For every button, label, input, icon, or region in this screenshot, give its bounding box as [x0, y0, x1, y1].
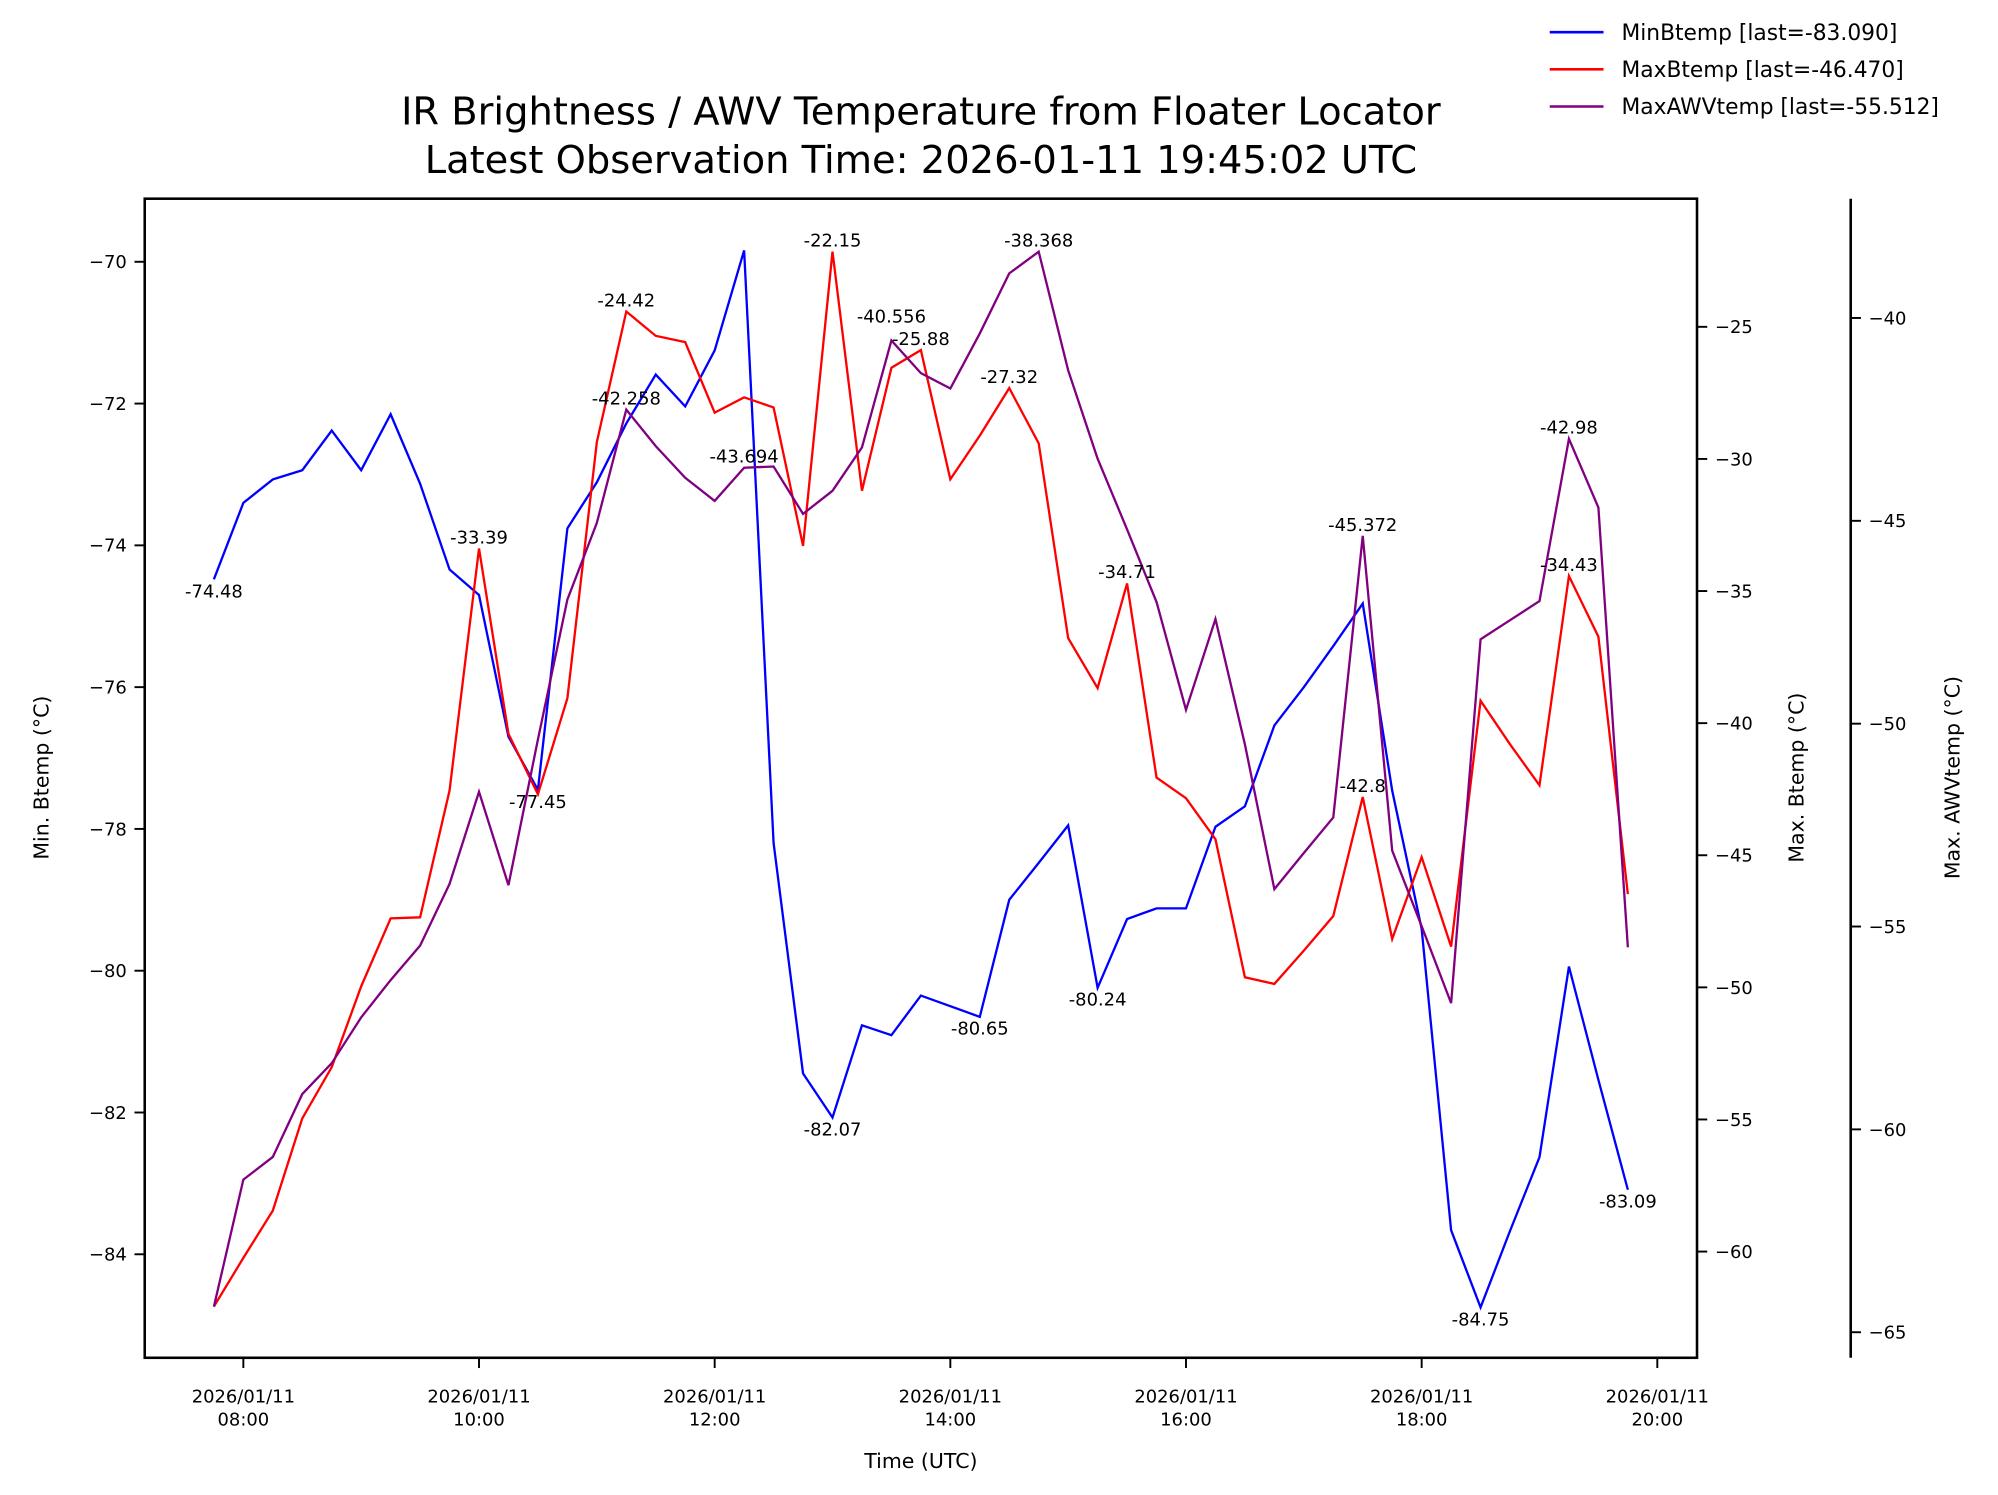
left-y-tick-label: −78	[89, 819, 127, 840]
legend-label-maxbtemp: MaxBtemp [last=-46.470]	[1621, 58, 1903, 83]
left-axis-label: Min. Btemp (°C)	[30, 696, 54, 860]
right-y-tick-label: −25	[1715, 317, 1753, 338]
chart-title: IR Brightness / AWV Temperature from Flo…	[401, 89, 1441, 134]
x-tick-label-time: 16:00	[1160, 1410, 1212, 1431]
x-tick-label-time: 12:00	[689, 1410, 741, 1431]
x-tick-label-date: 2026/01/11	[1606, 1387, 1709, 1408]
x-tick-label-time: 10:00	[453, 1410, 505, 1431]
right2-y-tick-label: −65	[1869, 1323, 1907, 1344]
right2-y-tick-label: −40	[1869, 308, 1907, 329]
left-y-tick-label: −72	[89, 394, 127, 415]
data-label: -45.372	[1328, 515, 1397, 536]
x-tick-label-date: 2026/01/11	[192, 1387, 295, 1408]
legend: MinBtemp [last=-83.090] MaxBtemp [last=-4…	[1549, 21, 1939, 120]
data-label: -42.98	[1540, 418, 1598, 439]
right-y-tick-label: −35	[1715, 581, 1753, 602]
data-label: -33.39	[450, 527, 508, 548]
data-label: -80.24	[1069, 990, 1127, 1011]
x-tick-label-time: 20:00	[1631, 1410, 1683, 1431]
right2-y-tick-label: −50	[1869, 714, 1907, 735]
data-label: -38.368	[1004, 231, 1073, 252]
data-label: -34.71	[1098, 562, 1156, 583]
data-label: -42.258	[592, 388, 661, 409]
x-tick-label-date: 2026/01/11	[427, 1387, 530, 1408]
data-label: -40.556	[857, 307, 926, 328]
series-line-minbtemp	[212, 250, 1629, 1311]
series-line-maxbtemp	[212, 251, 1630, 1308]
data-label: -25.88	[892, 329, 950, 350]
right-y-tick-label: −40	[1715, 714, 1753, 735]
right2-y-tick-label: −60	[1869, 1120, 1907, 1141]
left-y-tick-label: −84	[89, 1245, 127, 1266]
data-label: -84.75	[1452, 1309, 1510, 1330]
plot-frame	[143, 197, 1699, 1360]
x-tick-label-date: 2026/01/11	[1134, 1387, 1237, 1408]
data-label: -43.694	[710, 447, 779, 468]
data-label: -27.32	[980, 367, 1038, 388]
x-tick-label-date: 2026/01/11	[899, 1387, 1002, 1408]
series-line-maxawvtemp	[212, 249, 1630, 1307]
right2-y-tick-label: −45	[1869, 511, 1907, 532]
chart-subtitle: Latest Observation Time: 2026-01-11 19:4…	[425, 138, 1417, 183]
plot-area: -74.48 -77.45 -82.07 -80.65 -80.24 -84.75 -83.…	[185, 230, 1657, 1330]
data-label: -24.42	[597, 290, 655, 311]
x-axis-label: Time (UTC)	[863, 1449, 977, 1473]
legend-label-minbtemp: MinBtemp [last=-83.090]	[1621, 21, 1897, 46]
x-tick-label-time: 08:00	[218, 1410, 270, 1431]
data-label: -74.48	[185, 581, 243, 602]
x-tick-label-date: 2026/01/11	[1370, 1387, 1473, 1408]
right-y-tick-label: −45	[1715, 846, 1753, 867]
data-label: -22.15	[804, 230, 862, 251]
right2-axis-label: Max. AWVtemp (°C)	[1941, 676, 1965, 879]
right-axis-label: Max. Btemp (°C)	[1784, 693, 1808, 863]
left-y-tick-label: −82	[89, 1103, 127, 1124]
x-tick-label-time: 18:00	[1396, 1410, 1448, 1431]
data-label: -77.45	[509, 792, 567, 813]
right2-y-tick-label: −55	[1869, 917, 1907, 938]
left-y-tick-label: −80	[89, 961, 127, 982]
data-label: -83.09	[1599, 1192, 1657, 1213]
left-y-tick-label: −70	[89, 252, 127, 273]
data-label: -42.8	[1340, 776, 1386, 797]
right-y-tick-label: −50	[1715, 978, 1753, 999]
x-tick-label-date: 2026/01/11	[663, 1387, 766, 1408]
right-y-tick-label: −30	[1715, 449, 1753, 470]
right-y-tick-label: −60	[1715, 1242, 1753, 1263]
data-label: -82.07	[804, 1119, 862, 1140]
data-label: -80.65	[951, 1019, 1009, 1040]
right-y-tick-label: −55	[1715, 1110, 1753, 1131]
left-y-tick-label: −76	[89, 678, 127, 699]
legend-label-maxawvtemp: MaxAWVtemp [last=-55.512]	[1621, 95, 1938, 120]
data-label: -34.43	[1540, 555, 1598, 576]
x-tick-label-time: 14:00	[925, 1410, 977, 1431]
left-y-tick-label: −74	[89, 536, 127, 557]
